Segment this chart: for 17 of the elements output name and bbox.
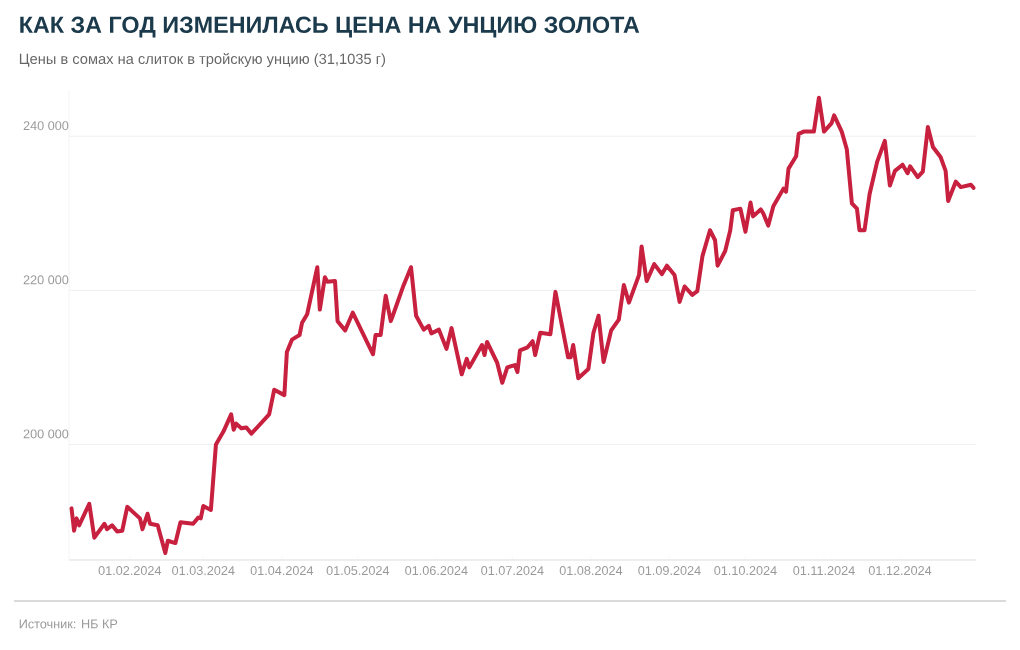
x-tick-label: 01.08.2024 <box>559 566 623 576</box>
x-tick-label: 01.11.2024 <box>793 566 855 576</box>
x-tick-label: 01.10.2024 <box>714 566 777 576</box>
y-tick-label: 240 000 <box>23 121 69 131</box>
x-tick-label: 01.09.2024 <box>638 566 701 576</box>
y-tick-label: 220 000 <box>23 275 69 285</box>
x-tick-label: 01.04.2024 <box>250 566 314 576</box>
x-tick-label: 01.05.2024 <box>326 566 390 576</box>
y-tick-label: 200 000 <box>23 429 69 439</box>
x-tick-label: 01.07.2024 <box>481 566 544 576</box>
x-tick-label: 01.03.2024 <box>172 566 235 576</box>
chart-subtitle: Цены в сомах на слиток в тройскую унцию (31,1035 г) <box>19 53 386 67</box>
chart-title: КАК ЗА ГОД ИЗМЕНИЛАСЬ ЦЕНА НА УНЦИЮ ЗОЛОТА <box>20 16 640 38</box>
x-tick-label: 01.06.2024 <box>405 566 468 576</box>
x-tick-label: 01.12.2024 <box>868 566 932 576</box>
x-tick-label: 01.02.2024 <box>98 566 162 576</box>
text: Источник: НБ КР <box>19 619 118 629</box>
